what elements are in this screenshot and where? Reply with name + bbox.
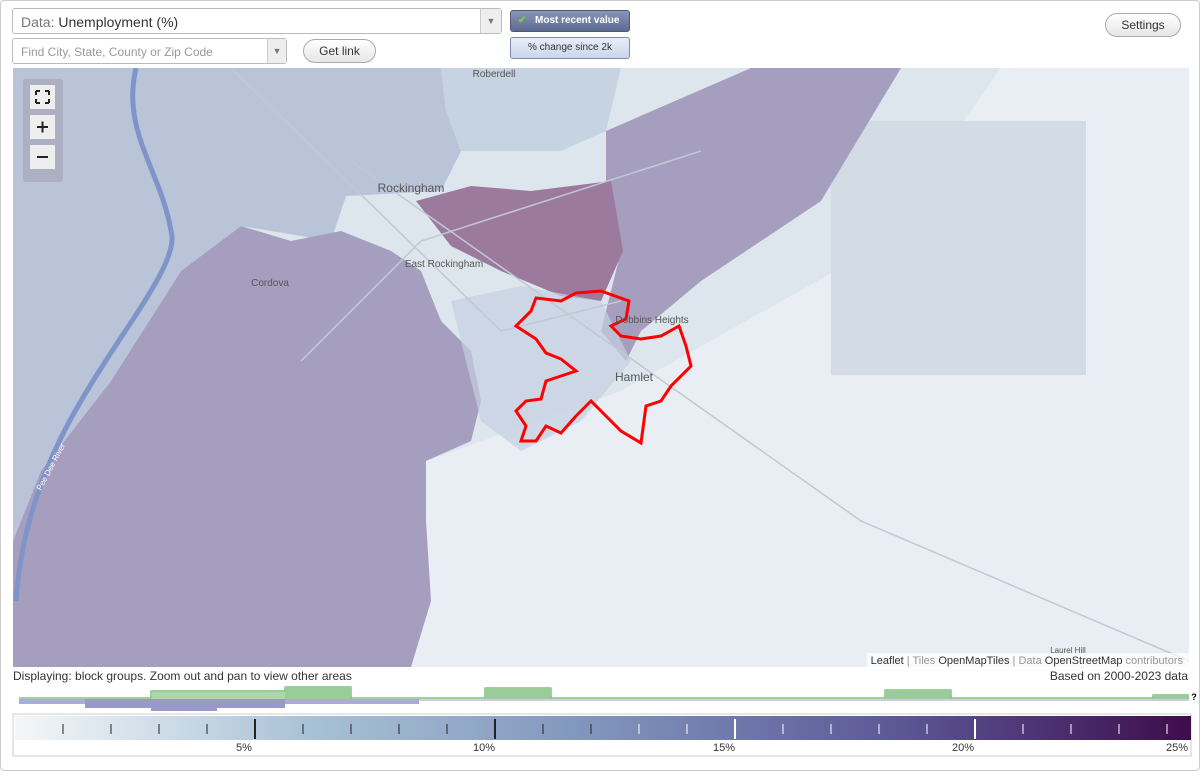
place-label: Hamlet bbox=[615, 370, 654, 384]
legend-label: 15% bbox=[713, 742, 735, 754]
fullscreen-button[interactable] bbox=[30, 85, 55, 109]
mode-recent-label: Most recent value bbox=[535, 15, 620, 26]
mode-change-button[interactable]: % change since 2k bbox=[510, 37, 630, 59]
based-on-note: Based on 2000-2023 data bbox=[1050, 669, 1188, 683]
data-value: Unemployment (%) bbox=[58, 14, 179, 30]
attr-link[interactable]: Leaflet bbox=[871, 655, 904, 667]
place-label: Laurel Hill bbox=[1050, 646, 1086, 655]
place-label: Roberdell bbox=[473, 69, 516, 80]
data-label: Data: bbox=[21, 14, 55, 30]
settings-button[interactable]: Settings bbox=[1105, 13, 1181, 37]
attr-text: contributors bbox=[1126, 655, 1184, 667]
legend-label: 10% bbox=[473, 742, 495, 754]
place-label: Rockingham bbox=[378, 181, 445, 195]
help-icon[interactable]: ? bbox=[1191, 692, 1197, 702]
legend-gradient bbox=[15, 716, 1191, 740]
attr-link[interactable]: OpenStreetMap bbox=[1045, 655, 1123, 667]
attr-text: Data bbox=[1018, 655, 1042, 667]
legend-label: 5% bbox=[236, 742, 252, 754]
legend-labels: 5% 10% 15% 20% 25% bbox=[236, 742, 1188, 754]
attribution: Leaflet | Tiles OpenMapTiles | Data Open… bbox=[871, 655, 1184, 667]
get-link-button[interactable]: Get link bbox=[303, 39, 376, 63]
data-select[interactable]: Data: Unemployment (%) ▼ bbox=[12, 8, 502, 34]
histogram: ? bbox=[19, 686, 1197, 711]
place-label: Dobbins Heights bbox=[615, 315, 688, 326]
search-input[interactable]: Find City, State, County or Zip Code ▼ bbox=[12, 38, 287, 64]
displaying-note: Displaying: block groups. Zoom out and p… bbox=[13, 669, 352, 683]
legend-label: 20% bbox=[952, 742, 974, 754]
legend-label: 25% bbox=[1166, 742, 1188, 754]
map[interactable]: Roberdell Rockingham Cordova East Rockin… bbox=[13, 68, 1189, 667]
place-label: Cordova bbox=[251, 278, 289, 289]
mode-recent-button[interactable]: ✔ Most recent value bbox=[510, 10, 630, 32]
place-label: East Rockingham bbox=[405, 259, 483, 270]
attr-link[interactable]: OpenMapTiles bbox=[938, 655, 1010, 667]
search-placeholder: Find City, State, County or Zip Code bbox=[21, 45, 213, 59]
attr-text: Tiles bbox=[912, 655, 935, 667]
